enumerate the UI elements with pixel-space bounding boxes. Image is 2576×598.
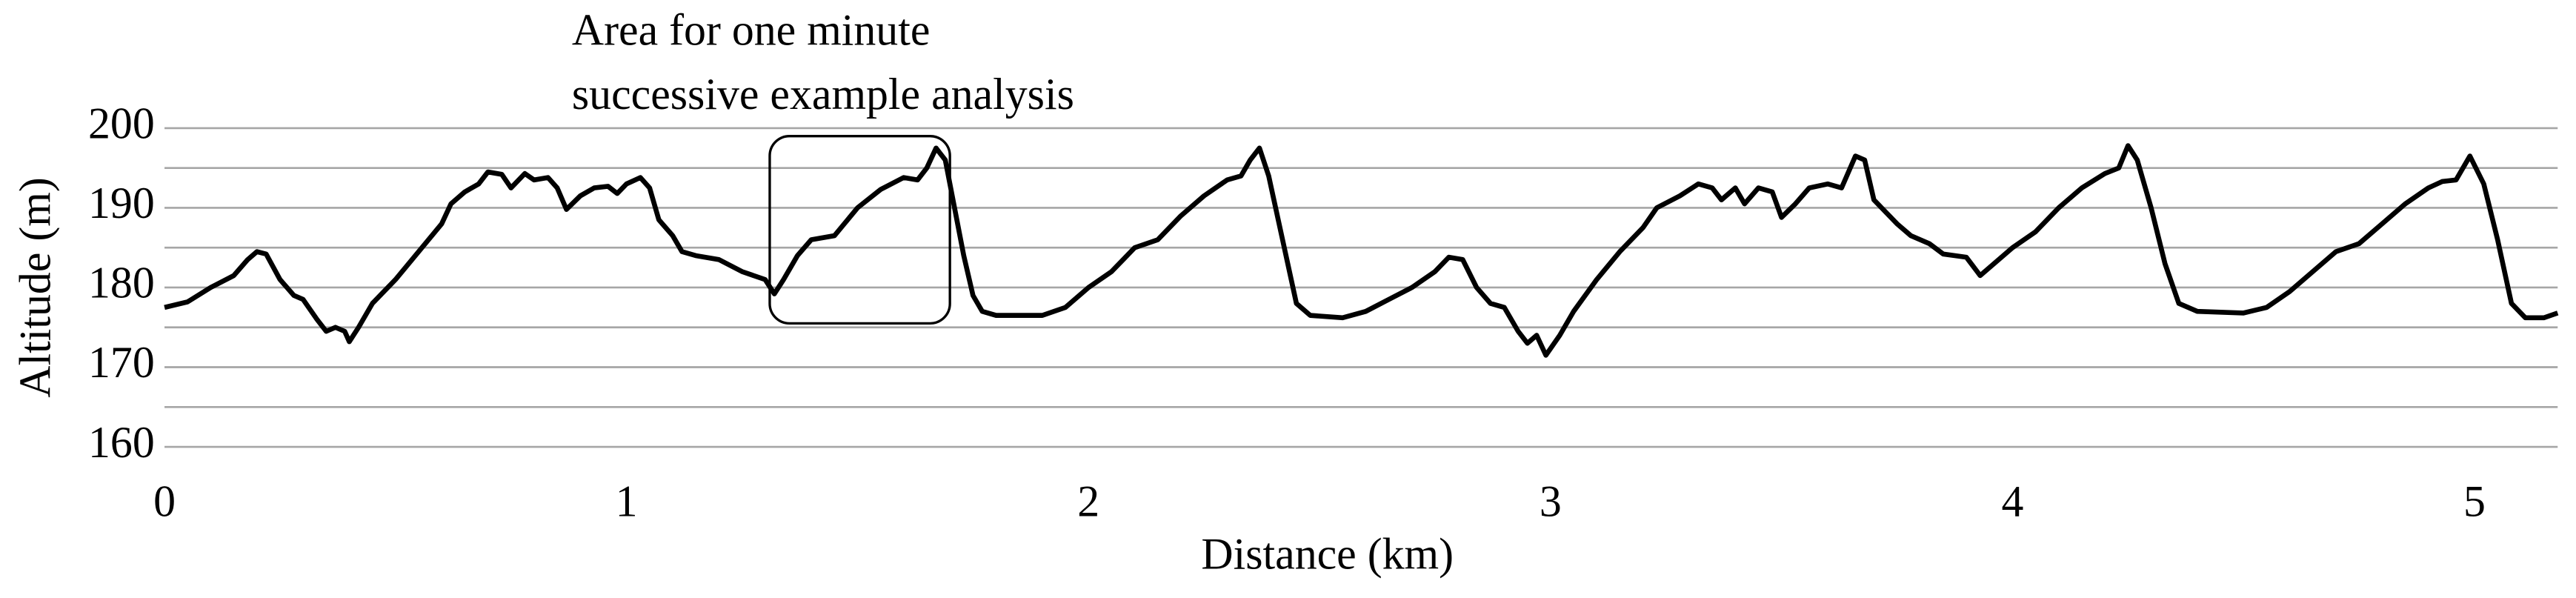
y-tick-label: 190	[88, 179, 155, 227]
x-axis-label: Distance (km)	[1201, 530, 1454, 579]
annotation: successive example analysis	[572, 70, 1074, 119]
y-tick-label: 160	[88, 418, 155, 467]
x-tick-label: 4	[2001, 477, 2023, 526]
x-tick-label: 0	[153, 477, 176, 526]
y-tick-label: 170	[88, 338, 155, 387]
x-tick-label: 5	[2463, 477, 2486, 526]
y-tick-label: 180	[88, 259, 155, 308]
highlight-box	[768, 135, 951, 325]
altitude-line	[164, 143, 2559, 358]
y-tick-label: 200	[88, 99, 155, 148]
x-tick-label: 2	[1077, 477, 1099, 526]
x-tick-label: 1	[616, 477, 638, 526]
x-tick-label: 3	[1540, 477, 1562, 526]
y-axis-label: Altitude (m)	[10, 177, 59, 398]
annotation: Area for one minute	[572, 5, 931, 54]
